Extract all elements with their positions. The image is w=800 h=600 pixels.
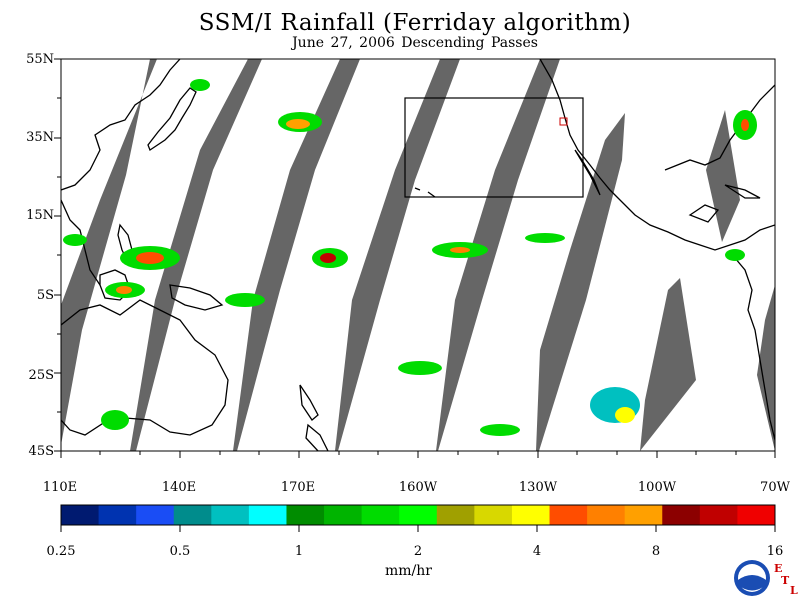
colorbar-swatch [211, 505, 250, 525]
colorbar-label-0.25: 0.25 [46, 544, 76, 559]
coastline-gulf [664, 84, 775, 171]
coastline-yucatan [688, 204, 720, 223]
site-marker [559, 117, 568, 126]
rain-cell [525, 233, 565, 243]
etl-badge-t: T [781, 574, 790, 587]
lat-label-15n: 15N [26, 208, 54, 223]
rain-cell [480, 424, 520, 436]
coastline-asia [61, 59, 181, 191]
no-data-swath [436, 59, 560, 451]
colorbar-swatch [61, 505, 100, 525]
map-subtitle: June 27, 2006 Descending Passes [292, 35, 538, 51]
colorbar-swatch [549, 505, 588, 525]
colorbar-units: mm/hr [385, 563, 432, 579]
colorbar-swatch [737, 505, 776, 525]
colorbar-label-4: 4 [532, 544, 542, 559]
colorbar-ticks [60, 525, 776, 532]
coastline-north-america [539, 59, 775, 251]
swath-layer [61, 59, 775, 451]
lon-label-160w: 160W [398, 480, 438, 495]
colorbar-swatch [474, 505, 513, 525]
colorbar-label-1: 1 [294, 544, 304, 559]
rain-cell [741, 119, 749, 131]
rain-cell [190, 79, 210, 91]
colorbar-swatch [511, 505, 551, 525]
no-data-swath [233, 59, 360, 451]
colorbar [61, 505, 776, 525]
rain-cell [450, 247, 470, 253]
etl-badge-e: E [774, 562, 783, 575]
rain-cell [63, 234, 87, 246]
noaa-logo [734, 560, 770, 596]
no-data-swath [706, 110, 740, 242]
etl-badge-l: L [790, 584, 798, 597]
colorbar-label-16: 16 [766, 544, 784, 559]
lat-label-45s: 45S [28, 444, 54, 459]
map-title: SSM/I Rainfall (Ferriday algorithm) [198, 10, 632, 36]
rain-cell [136, 252, 164, 264]
lat-label-25s: 25S [28, 368, 54, 383]
rain-cell [320, 253, 336, 263]
colorbar-swatch [587, 505, 626, 525]
colorbar-swatch [361, 505, 400, 525]
lon-label-70w: 70W [760, 480, 790, 495]
lon-label-130w: 130W [518, 480, 558, 495]
no-data-swath [130, 59, 262, 451]
colorbar-swatch [98, 505, 137, 525]
colorbar-swatch [173, 505, 212, 525]
coastline-japan [147, 87, 197, 151]
colorbar-label-0.5: 0.5 [169, 544, 191, 559]
rain-cell [725, 249, 745, 261]
coastline-new-guinea [169, 284, 224, 311]
colorbar-swatch [662, 505, 701, 525]
rain-cell [398, 361, 442, 375]
no-data-swath [757, 285, 775, 451]
colorbar-swatch [286, 505, 325, 525]
rain-cell [286, 119, 310, 129]
lat-label-55n: 55N [26, 52, 54, 67]
no-data-swath [640, 278, 696, 451]
lon-label-140e: 140E [161, 480, 197, 495]
coastline-new-zealand [299, 384, 329, 451]
lon-label-110e: 110E [42, 480, 78, 495]
colorbar-label-2: 2 [413, 544, 423, 559]
colorbar-swatch [248, 505, 287, 525]
colorbar-label-8: 8 [651, 544, 661, 559]
no-data-swath [61, 59, 157, 451]
colorbar-swatch [624, 505, 663, 525]
rain-field-layer [63, 79, 757, 436]
colorbar-swatch [699, 505, 738, 525]
colorbar-swatch [399, 505, 438, 525]
colorbar-swatch [136, 505, 175, 525]
coastline-layer [61, 59, 775, 451]
lat-label-5s: 5S [36, 288, 54, 303]
rain-cell [101, 410, 129, 430]
coastline-hawaii [414, 187, 436, 198]
axis-ticks [54, 58, 776, 458]
coastline-cuba [724, 184, 761, 199]
region-box [404, 97, 584, 198]
lat-label-35n: 35N [26, 130, 54, 145]
no-data-swath [536, 113, 625, 451]
lon-label-170e: 170E [280, 480, 316, 495]
rain-cell [116, 286, 132, 294]
rain-cell [615, 407, 635, 423]
colorbar-swatch [436, 505, 475, 525]
no-data-swath [335, 59, 460, 451]
rain-cell [225, 293, 265, 307]
colorbar-swatch [324, 505, 363, 525]
lon-label-100w: 100W [637, 480, 677, 495]
coastline-south-america [734, 257, 775, 441]
coastline-baja [574, 149, 601, 196]
